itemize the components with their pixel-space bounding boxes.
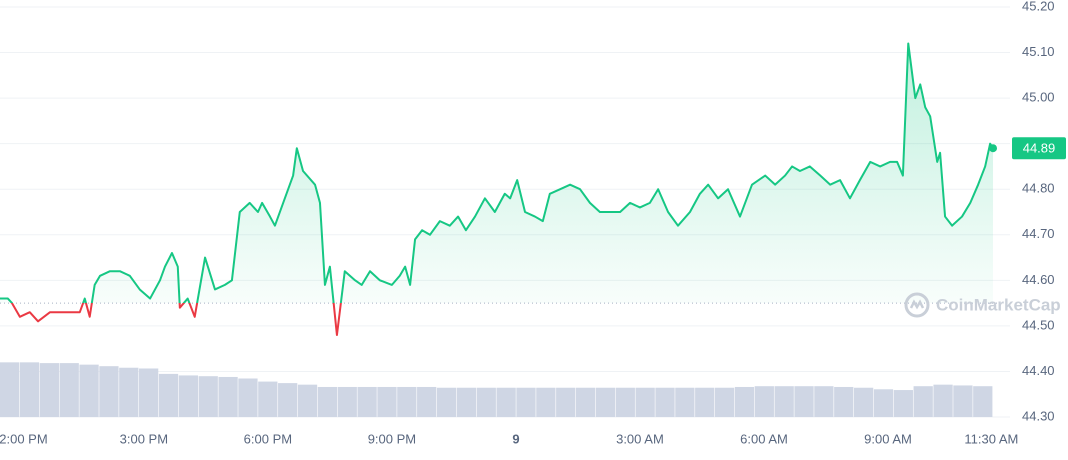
volume-bar [79, 364, 99, 417]
y-tick-label: 45.10 [1022, 44, 1055, 59]
volume-bar [198, 376, 218, 417]
volume-bar [595, 387, 616, 417]
x-tick-label: 3:00 PM [120, 431, 168, 446]
volume-bar [615, 387, 635, 417]
volume-bar [814, 386, 834, 417]
volume-bar [178, 375, 199, 417]
x-tick-label: 9 [512, 431, 519, 446]
volume-bar [516, 387, 536, 417]
volume-bar [556, 387, 576, 417]
volume-bar [377, 386, 397, 417]
price-line [0, 42, 998, 336]
y-tick-label: 44.70 [1022, 226, 1055, 241]
x-tick-label: 6:00 AM [740, 431, 788, 446]
volume-bar [973, 386, 993, 417]
price-tag [1012, 137, 1066, 160]
volume-bar [933, 384, 953, 417]
volume-bar [397, 386, 417, 417]
volume-bar [218, 376, 238, 417]
x-tick-label: 9:00 PM [368, 431, 416, 446]
volume-bar [714, 387, 735, 417]
y-tick-label: 44.30 [1022, 408, 1055, 423]
volume-bar [19, 362, 40, 417]
y-tick-label: 45.00 [1022, 90, 1055, 105]
y-tick-label: 44.40 [1022, 363, 1055, 378]
volume-bar [913, 386, 933, 417]
y-tick-label: 44.50 [1022, 317, 1055, 332]
x-tick-label: 12:00 PM [0, 431, 48, 446]
volume-bar [158, 373, 179, 417]
volume-bar [536, 387, 556, 417]
volume-bar [59, 363, 79, 417]
watermark-text: CoinMarketCap [936, 295, 1061, 314]
volume-bar [496, 387, 516, 417]
volume-bar [834, 386, 854, 417]
volume-bar [337, 386, 357, 417]
volume-bar [575, 387, 596, 417]
y-tick-label: 44.60 [1022, 272, 1055, 287]
price-area [0, 43, 994, 304]
volume-bar [953, 385, 973, 417]
volume-bar [794, 386, 814, 417]
volume-bar [0, 362, 20, 417]
volume-bar [456, 387, 477, 417]
volume-bar [119, 367, 139, 417]
watermark-logo-mark [909, 299, 925, 310]
volume-bar [873, 389, 894, 417]
volume-bar [99, 366, 119, 417]
volume-bar [238, 378, 258, 417]
volume-bar [297, 384, 318, 417]
volume-bar [853, 387, 874, 417]
y-tick-label: 44.80 [1022, 181, 1055, 196]
volume-bar [893, 390, 913, 417]
y-tick-label: 45.20 [1022, 0, 1055, 13]
x-tick-label: 3:00 AM [616, 431, 664, 446]
volume-bar [754, 386, 774, 417]
volume-bar [139, 368, 159, 417]
x-tick-label: 9:00 AM [864, 431, 912, 446]
volume-bar [278, 383, 298, 417]
volume-bars [0, 362, 993, 417]
volume-bar [655, 387, 675, 417]
volume-bar [417, 386, 437, 417]
volume-bar [436, 387, 457, 417]
axes: 44.3044.4044.5044.6044.7044.8044.9045.00… [0, 0, 1066, 446]
volume-bar [258, 381, 278, 417]
volume-bar [734, 386, 755, 417]
price-line [0, 42, 994, 336]
volume-bar [317, 386, 338, 417]
volume-bar [695, 387, 715, 417]
last-point [989, 144, 998, 153]
volume-bar [774, 386, 794, 417]
area [0, 43, 994, 304]
price-tag-label: 44.89 [1023, 141, 1056, 156]
x-tick-label: 11:30 AM [964, 431, 1018, 446]
volume-bar [357, 386, 377, 417]
volume-bar [476, 387, 496, 417]
watermark: CoinMarketCap [904, 292, 1061, 318]
watermark-logo [904, 292, 930, 318]
volume-bar [39, 363, 59, 417]
volume-bar [675, 387, 695, 417]
volume-bar [635, 387, 655, 417]
x-tick-label: 6:00 PM [244, 431, 292, 446]
